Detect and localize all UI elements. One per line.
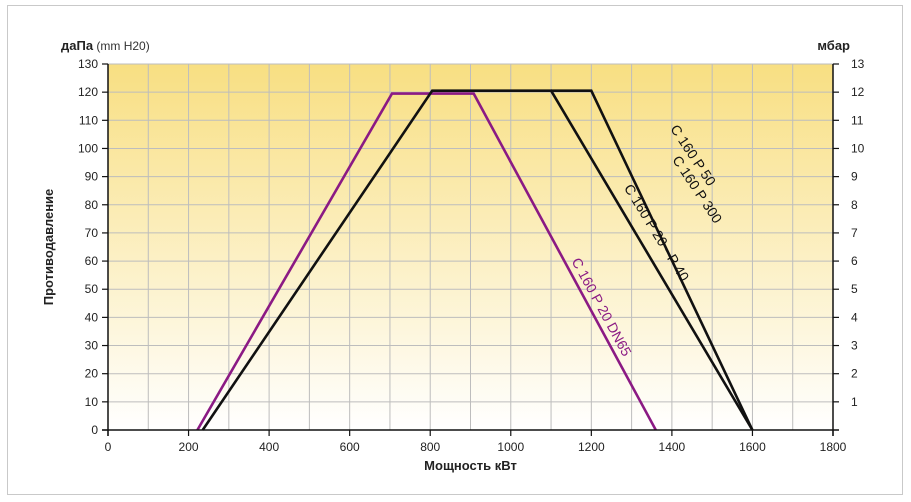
tick-labels: 0 200 400 600 800 1000 1200 1400 1600 1800 0 10 20 30… <box>78 57 865 454</box>
x-tick-label: 1600 <box>739 440 766 454</box>
y-right-tick-label: 11 <box>851 113 864 127</box>
y-right-tick-label: 9 <box>851 170 858 184</box>
y-right-tick-label: 5 <box>851 282 858 296</box>
y-left-tick-label: 10 <box>85 395 99 409</box>
x-tick-label: 200 <box>179 440 199 454</box>
y-left-tick-label: 60 <box>85 254 99 268</box>
y-right-tick-label: 3 <box>851 339 858 353</box>
x-tick-label: 400 <box>259 440 279 454</box>
y-right-tick-label: 6 <box>851 254 858 268</box>
y-axis-title: Противодавление <box>41 189 56 306</box>
y-left-tick-label: 90 <box>85 170 99 184</box>
x-tick-label: 1200 <box>578 440 605 454</box>
series-line-2 <box>201 89 754 431</box>
series-line-3 <box>551 89 754 431</box>
y-left-tick-label: 0 <box>91 423 98 437</box>
y-left-tick-label: 40 <box>85 310 99 324</box>
x-tick-label: 0 <box>105 440 112 454</box>
y-left-unit-note: (mm H20) <box>93 39 150 53</box>
y-left-tick-label: 20 <box>85 367 99 381</box>
y-left-tick-label: 100 <box>78 141 98 155</box>
y-right-tick-label: 4 <box>851 310 858 324</box>
y-right-tick-label: 12 <box>851 85 865 99</box>
series-layer <box>196 89 754 431</box>
y-left-tick-label: 110 <box>79 113 98 127</box>
y-left-tick-label: 80 <box>85 198 99 212</box>
y-right-tick-label: 8 <box>851 198 858 212</box>
x-tick-label: 800 <box>420 440 440 454</box>
x-tick-label: 1800 <box>820 440 847 454</box>
y-right-tick-label: 7 <box>851 226 858 240</box>
grid <box>107 63 834 431</box>
y-left-unit-bold: даПа <box>61 38 94 53</box>
y-left-unit-title: даПа (mm H20) <box>61 38 150 53</box>
y-right-tick-label: 13 <box>851 57 865 71</box>
series-line-1 <box>196 92 657 431</box>
axis-titles: даПа (mm H20) мбар Противодавление Мощность… <box>41 38 850 473</box>
y-left-tick-label: 30 <box>85 339 99 353</box>
y-right-tick-label: 1 <box>851 395 858 409</box>
x-axis-title: Мощность кВт <box>424 458 517 473</box>
y-right-tick-label: 2 <box>851 367 858 381</box>
y-right-unit-title: мбар <box>817 38 850 53</box>
y-left-tick-label: 130 <box>78 57 98 71</box>
y-left-tick-label: 120 <box>78 85 98 99</box>
x-tick-label: 1000 <box>497 440 524 454</box>
y-right-tick-label: 10 <box>851 141 865 155</box>
x-tick-label: 1400 <box>659 440 686 454</box>
y-left-tick-label: 50 <box>85 282 99 296</box>
x-tick-label: 600 <box>340 440 360 454</box>
y-left-tick-label: 70 <box>85 226 99 240</box>
